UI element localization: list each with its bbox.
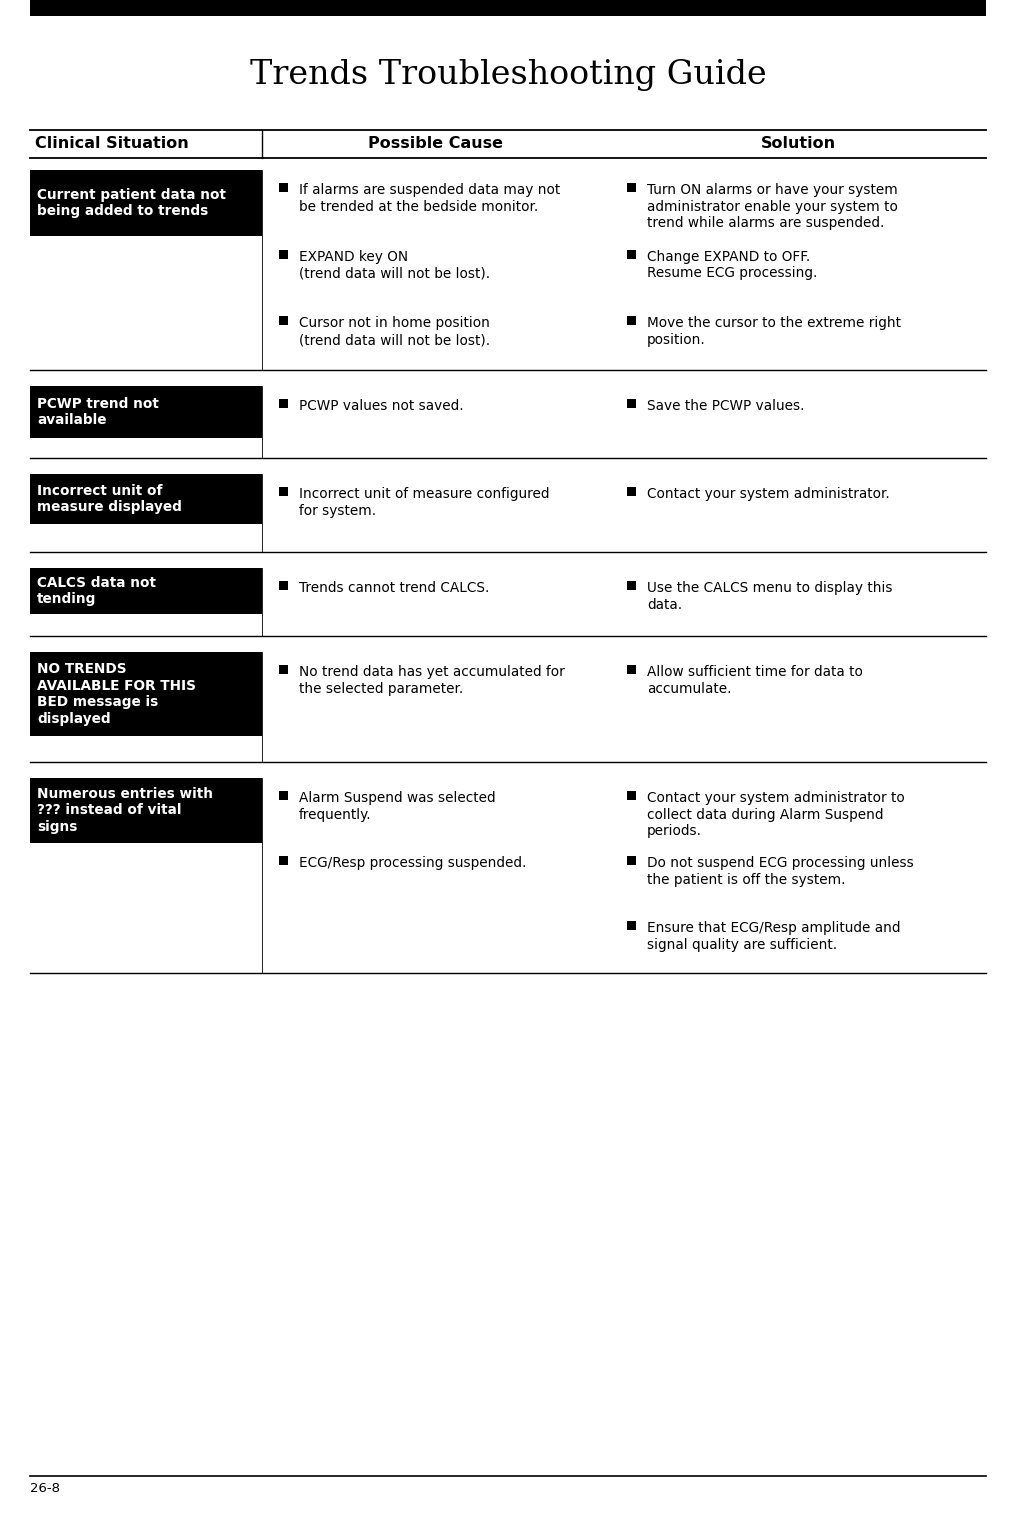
Text: Trends Troubleshooting Guide: Trends Troubleshooting Guide xyxy=(250,59,766,91)
Text: If alarms are suspended data may not
be trended at the bedside monitor.: If alarms are suspended data may not be … xyxy=(299,183,560,213)
Text: Trends cannot trend CALCS.: Trends cannot trend CALCS. xyxy=(299,581,490,594)
Bar xyxy=(279,791,288,800)
Bar xyxy=(279,250,288,259)
Text: NO TRENDS
AVAILABLE FOR THIS
BED message is
displayed: NO TRENDS AVAILABLE FOR THIS BED message… xyxy=(37,661,196,725)
Text: Allow sufficient time for data to
accumulate.: Allow sufficient time for data to accumu… xyxy=(647,664,863,696)
Bar xyxy=(627,183,636,192)
Text: ECG/Resp processing suspended.: ECG/Resp processing suspended. xyxy=(299,856,526,870)
Bar xyxy=(279,664,288,674)
Text: Save the PCWP values.: Save the PCWP values. xyxy=(647,399,805,413)
Bar xyxy=(279,488,288,495)
Text: Contact your system administrator to
collect data during Alarm Suspend
periods.: Contact your system administrator to col… xyxy=(647,791,905,838)
Bar xyxy=(279,317,288,325)
Text: Do not suspend ECG processing unless
the patient is off the system.: Do not suspend ECG processing unless the… xyxy=(647,856,913,887)
Text: Turn ON alarms or have your system
administrator enable your system to
trend whi: Turn ON alarms or have your system admin… xyxy=(647,183,898,230)
Text: Current patient data not
being added to trends: Current patient data not being added to … xyxy=(37,187,226,218)
Text: Incorrect unit of measure configured
for system.: Incorrect unit of measure configured for… xyxy=(299,488,550,518)
Text: No trend data has yet accumulated for
the selected parameter.: No trend data has yet accumulated for th… xyxy=(299,664,565,696)
Bar xyxy=(627,664,636,674)
Bar xyxy=(627,488,636,495)
Text: Solution: Solution xyxy=(760,137,835,151)
Text: CALCS data not
tending: CALCS data not tending xyxy=(37,576,156,607)
Bar xyxy=(30,652,262,736)
Text: Change EXPAND to OFF.
Resume ECG processing.: Change EXPAND to OFF. Resume ECG process… xyxy=(647,250,818,280)
Text: Alarm Suspend was selected
frequently.: Alarm Suspend was selected frequently. xyxy=(299,791,496,821)
Text: PCWP values not saved.: PCWP values not saved. xyxy=(299,399,463,413)
Bar xyxy=(30,474,262,524)
Bar xyxy=(627,791,636,800)
Bar xyxy=(627,856,636,866)
Bar xyxy=(30,386,262,437)
Bar xyxy=(279,183,288,192)
Bar xyxy=(30,171,262,236)
Bar xyxy=(30,777,262,843)
Bar xyxy=(627,920,636,930)
Text: Possible Cause: Possible Cause xyxy=(369,137,504,151)
Text: 26-8: 26-8 xyxy=(30,1481,60,1495)
Text: Cursor not in home position
(trend data will not be lost).: Cursor not in home position (trend data … xyxy=(299,317,490,347)
Text: Incorrect unit of
measure displayed: Incorrect unit of measure displayed xyxy=(37,483,182,515)
Text: EXPAND key ON
(trend data will not be lost).: EXPAND key ON (trend data will not be lo… xyxy=(299,250,490,280)
Bar xyxy=(627,399,636,408)
Bar xyxy=(627,581,636,590)
Text: Ensure that ECG/Resp amplitude and
signal quality are sufficient.: Ensure that ECG/Resp amplitude and signa… xyxy=(647,920,900,952)
Bar xyxy=(279,399,288,408)
Text: Clinical Situation: Clinical Situation xyxy=(35,137,189,151)
Bar xyxy=(279,581,288,590)
Bar xyxy=(30,568,262,614)
Bar xyxy=(627,317,636,325)
Text: Contact your system administrator.: Contact your system administrator. xyxy=(647,488,890,501)
Bar xyxy=(30,0,986,15)
Bar xyxy=(279,856,288,866)
Text: Use the CALCS menu to display this
data.: Use the CALCS menu to display this data. xyxy=(647,581,892,611)
Text: Move the cursor to the extreme right
position.: Move the cursor to the extreme right pos… xyxy=(647,317,901,347)
Text: Numerous entries with
??? instead of vital
signs: Numerous entries with ??? instead of vit… xyxy=(37,786,213,834)
Text: PCWP trend not
available: PCWP trend not available xyxy=(37,396,158,427)
Bar xyxy=(627,250,636,259)
